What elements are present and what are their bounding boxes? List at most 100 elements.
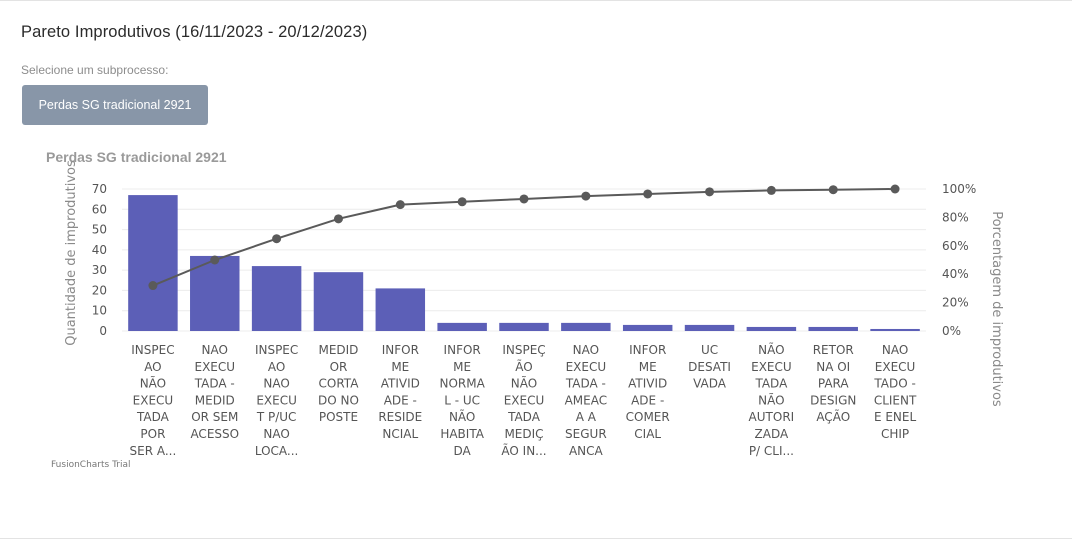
category-label-line: MEDIÇ [504, 427, 543, 441]
category-label-line: EXECU [194, 360, 235, 374]
category-label: INSPEÇ ÃO NÃO EXECU TADA MEDIÇ ÃO IN... [501, 343, 546, 458]
category-label-line: AO [268, 360, 285, 374]
y2-axis-ticks: 0% 20% 40% 60% 80% 100% [942, 182, 976, 338]
category-label-line: VADA [693, 377, 727, 391]
bar [128, 195, 178, 331]
category-label: NAO EXECU TADA - MEDID OR SEM ACESSO [190, 343, 239, 441]
category-label-line: NCIAL [382, 427, 418, 441]
cumulative-point [333, 214, 343, 224]
y-tick-label: 20 [92, 283, 107, 297]
category-label-line: ADE - [384, 393, 417, 407]
y-tick-label: 60 [92, 202, 107, 216]
category-label-line: HABITA [440, 427, 484, 441]
bar [375, 288, 426, 331]
category-label-line: INSPEÇ [502, 343, 545, 357]
cumulative-point [457, 197, 467, 207]
category-label-line: OR [330, 360, 348, 374]
category-label-line: ME [639, 360, 657, 374]
category-label: INFOR ME NORMA L - UC NÃO HABITA DA [439, 343, 485, 458]
category-label-line: ANCA [569, 444, 604, 458]
category-label-line: TADO - [873, 377, 915, 391]
bar [499, 322, 549, 331]
y-tick-label: 40 [92, 243, 107, 257]
category-label-line: ME [391, 360, 409, 374]
subprocess-label: Selecione um subprocesso: [21, 63, 169, 77]
category-label-line: NAO [573, 343, 599, 357]
category-label-line: ÃO [515, 359, 532, 374]
category-label-line: T P/UC [256, 410, 297, 424]
category-label-line: TADA [754, 377, 788, 391]
category-label-line: E ENEL [874, 410, 917, 424]
category-label: RETOR NA OI PARA DESIGN AÇÃO [810, 343, 856, 424]
category-label-line: SER A... [130, 444, 177, 458]
category-label-line: LOCA... [255, 444, 299, 458]
category-label-line: AÇÃO [816, 409, 850, 424]
category-label-line: NÃO [511, 376, 537, 391]
category-label: NAO EXECU TADA - AMEAC A A SEGUR ANCA [565, 343, 608, 458]
page-title: Pareto Improdutivos (16/11/2023 - 20/12/… [21, 23, 368, 41]
y-tick-label: 0 [99, 324, 107, 338]
category-label-line: DESATI [688, 360, 731, 374]
category-label-line: DO NO [318, 393, 359, 407]
category-label: INFOR ME ATIVID ADE - RESIDE NCIAL [378, 343, 422, 441]
category-label-line: EXECU [133, 393, 174, 407]
cumulative-point [519, 194, 529, 204]
bars [128, 195, 920, 331]
category-label-line: NAO [263, 427, 289, 441]
bar [313, 272, 364, 331]
category-label-line: INFOR [444, 343, 481, 357]
category-label-line: P/ CLI... [749, 444, 794, 458]
category-label-line: NAO [202, 343, 228, 357]
bar [622, 324, 673, 331]
category-label-line: TADA - [194, 377, 235, 391]
category-label-line: SEGUR [565, 427, 607, 441]
category-label-line: RETOR [813, 343, 854, 357]
category-label-line: NORMA [439, 377, 485, 391]
category-label-line: TADA - [565, 377, 606, 391]
category-label-line: MEDID [195, 393, 235, 407]
category-label-line: TADA [507, 410, 541, 424]
category-label-line: DA [454, 444, 472, 458]
cumulative-point [766, 185, 776, 195]
category-label-line: ATIVID [628, 377, 667, 391]
y-tick-label: 70 [92, 182, 107, 196]
category-label-line: PARA [818, 377, 850, 391]
y-tick-label: 30 [92, 263, 107, 277]
category-label-line: NÃO [758, 342, 784, 357]
category-label-line: OR SEM [191, 410, 238, 424]
category-label-line: INFOR [629, 343, 666, 357]
category-label-line: AO [144, 360, 161, 374]
category-label-line: ADE - [631, 393, 664, 407]
category-label: NAO EXECU TADO - CLIENT E ENEL CHIP [873, 343, 917, 441]
category-label-line: EXECU [256, 393, 297, 407]
category-label-line: UC [701, 343, 718, 357]
bar [190, 255, 240, 331]
category-labels: INSPEC AO NÃO EXECU TADA POR SER A... NAO EXECU T… [130, 342, 917, 458]
category-label-line: RESIDE [378, 410, 422, 424]
subprocess-button[interactable]: Perdas SG tradicional 2921 [22, 85, 208, 125]
category-label-line: L - UC [444, 393, 480, 407]
category-label-line: ZADA [755, 427, 789, 441]
y2-tick-label: 20% [942, 296, 969, 310]
category-label-line: POR [140, 427, 165, 441]
category-label: INSPEC AO NÃO EXECU TADA POR SER A... [130, 343, 177, 458]
bar [251, 266, 302, 331]
watermark: FusionCharts Trial [51, 460, 130, 470]
y2-tick-label: 0% [942, 324, 961, 338]
y2-tick-label: 60% [942, 239, 969, 253]
bar [561, 322, 611, 331]
category-label-line: NAO [263, 377, 289, 391]
bar [808, 326, 858, 331]
category-label-line: COMER [626, 410, 670, 424]
category-label-line: AUTORI [749, 410, 795, 424]
category-label-line: POSTE [319, 410, 358, 424]
y2-tick-label: 80% [942, 210, 969, 224]
category-label-line: EXECU [875, 360, 916, 374]
y-tick-label: 50 [92, 223, 107, 237]
category-label-line: ÃO IN... [501, 443, 546, 458]
cumulative-point [828, 185, 838, 195]
cumulative-line [148, 184, 900, 291]
category-label-line: EXECU [504, 393, 545, 407]
